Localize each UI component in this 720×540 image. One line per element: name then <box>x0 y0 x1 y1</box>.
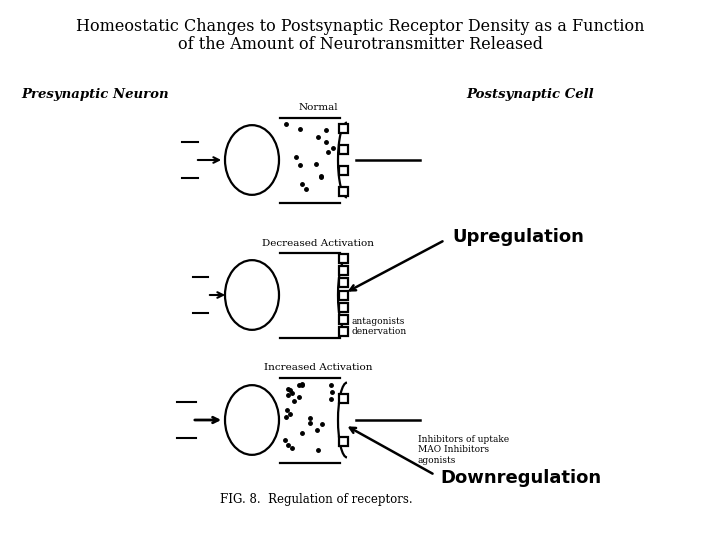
Ellipse shape <box>225 385 279 455</box>
Text: Decreased Activation: Decreased Activation <box>262 239 374 247</box>
Text: Presynaptic Neuron: Presynaptic Neuron <box>21 88 168 101</box>
Text: Upregulation: Upregulation <box>452 228 584 246</box>
Bar <box>339 266 348 275</box>
Bar <box>280 253 340 338</box>
Text: Inhibitors of uptake
MAO Inhibitors
agonists: Inhibitors of uptake MAO Inhibitors agon… <box>418 435 509 465</box>
Text: FIG. 8.  Regulation of receptors.: FIG. 8. Regulation of receptors. <box>220 492 413 505</box>
Bar <box>339 302 348 312</box>
Bar <box>339 394 348 403</box>
Bar <box>339 166 348 175</box>
Bar <box>339 145 348 154</box>
Bar <box>339 437 348 445</box>
Bar <box>280 377 340 462</box>
Ellipse shape <box>225 125 279 195</box>
Bar <box>339 315 348 324</box>
Bar <box>280 118 340 202</box>
Ellipse shape <box>225 260 279 330</box>
Bar <box>339 187 348 197</box>
Text: antagonists
denervation: antagonists denervation <box>352 317 408 336</box>
Text: of the Amount of Neurotransmitter Released: of the Amount of Neurotransmitter Releas… <box>178 36 542 53</box>
Text: Normal: Normal <box>298 104 338 112</box>
Text: Homeostatic Changes to Postsynaptic Receptor Density as a Function: Homeostatic Changes to Postsynaptic Rece… <box>76 18 644 35</box>
Bar <box>339 291 348 300</box>
Bar <box>339 254 348 263</box>
Text: Downregulation: Downregulation <box>440 469 601 487</box>
Bar <box>339 278 348 287</box>
Bar <box>339 124 348 133</box>
Text: Postsynaptic Cell: Postsynaptic Cell <box>466 88 594 101</box>
Bar <box>339 327 348 336</box>
Text: Increased Activation: Increased Activation <box>264 363 372 373</box>
